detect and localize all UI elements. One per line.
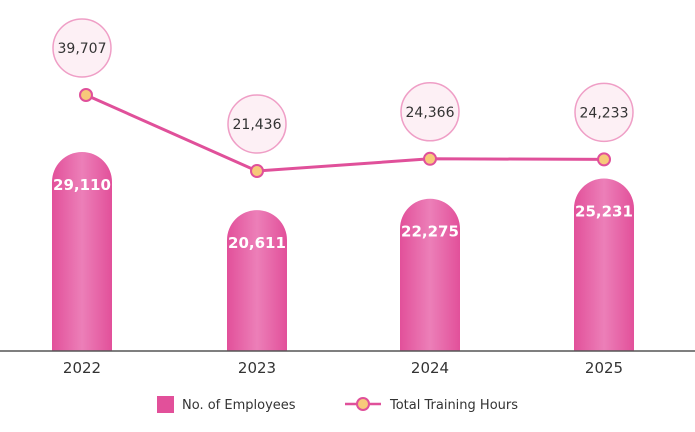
x-axis-ticks: 2022 2023 2024 2025 [63,359,623,377]
bar-2024 [400,198,460,351]
training-hours-value-label: 24,366 [406,105,455,121]
legend-swatch-employees [157,396,174,413]
value-bubble [227,94,287,154]
legend-label-employees: No. of Employees [182,398,296,413]
legend-label-training: Total Training Hours [389,398,518,413]
x-tick-label: 2022 [63,359,101,377]
x-tick-label: 2023 [238,359,276,377]
training-hours-marker [597,152,611,167]
bar-2023 [227,210,287,351]
training-hours-marker [423,151,437,166]
training-hours-marker [79,88,93,102]
bar-value-label: 25,231 [575,203,633,221]
bar-value-label: 20,611 [228,234,286,252]
x-tick-label: 2024 [411,359,449,377]
legend-marker-training [356,397,370,411]
bar-value-label: 29,110 [53,176,111,194]
bar-series: 29,110 20,611 22,275 25,231 [52,152,634,351]
training-hours-line [85,93,605,173]
bar-2022 [52,152,112,351]
value-bubble [52,18,112,78]
bar-2025 [574,178,634,351]
training-hours-marker [250,164,264,178]
line-series: 39,707 21,436 24,366 24,233 [52,18,634,178]
x-tick-label: 2025 [585,359,623,377]
bar-value-label: 22,275 [401,223,459,241]
training-hours-value-label: 24,233 [580,105,629,121]
training-hours-value-label: 21,436 [233,117,282,133]
legend: No. of Employees Total Training Hours [157,396,518,413]
training-hours-value-label: 39,707 [58,41,107,57]
value-bubble [400,82,460,142]
value-bubble [574,82,634,143]
